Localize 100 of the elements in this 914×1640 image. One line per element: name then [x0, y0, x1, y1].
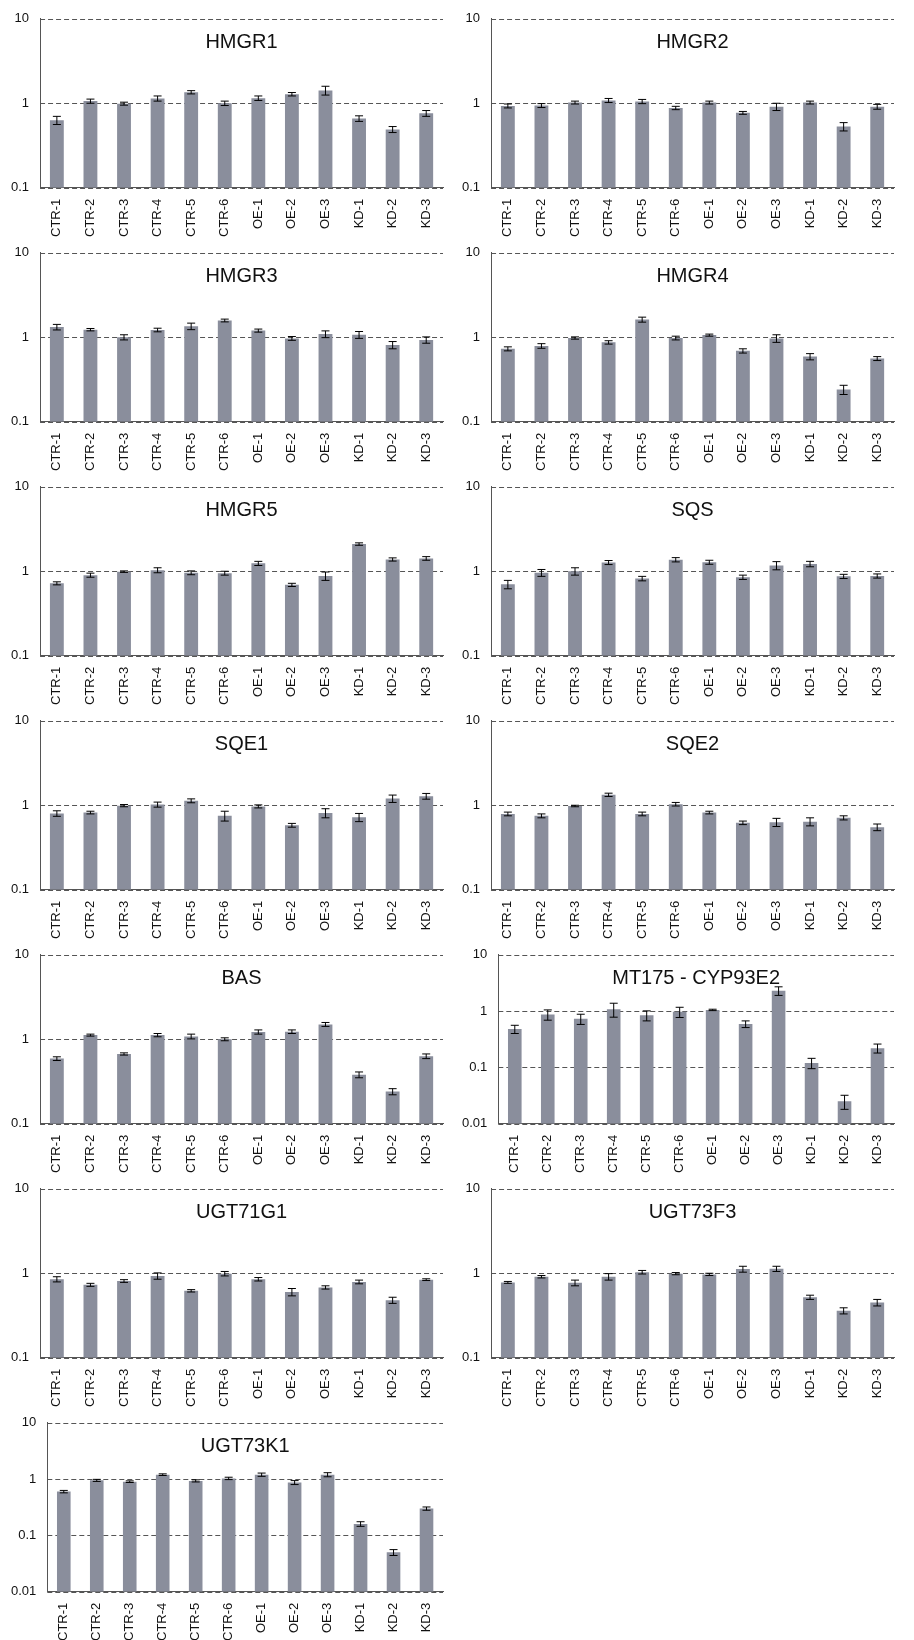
x-tick-label: CTR-5	[187, 1602, 203, 1640]
x-tick-label: OE-3	[317, 1134, 333, 1166]
text: HMGR4	[656, 264, 729, 287]
x-tick-label: CTR-3	[566, 1368, 582, 1407]
x-tick-label: KD-3	[868, 666, 884, 697]
x-tick-label: CTR-1	[499, 198, 515, 237]
x-tick-label: KD-1	[350, 1134, 366, 1165]
x-tick-label: CTR-5	[182, 198, 198, 237]
x-tick-label: OE-3	[317, 666, 333, 698]
text: HMGR5	[205, 498, 278, 521]
x-tick-label: CTR-3	[115, 1134, 131, 1173]
y-tick-label: 10	[465, 10, 481, 26]
y-tick-label: 0.1	[10, 1115, 30, 1131]
x-tick-label: CTR-4	[149, 1134, 165, 1173]
x-tick-label: CTR-4	[600, 900, 616, 939]
x-tick-label: KD-1	[350, 900, 366, 931]
x-tick-label: KD-2	[835, 198, 851, 229]
y-tick-label: 1	[21, 94, 30, 110]
x-tick-label: KD-2	[384, 900, 400, 931]
x-tick-label: CTR-2	[82, 432, 98, 471]
x-tick-label: KD-1	[350, 198, 366, 229]
x-tick-label: OE-1	[700, 666, 716, 698]
x-tick-label: KD-2	[836, 1134, 852, 1165]
x-tick-label: OE-2	[734, 900, 750, 932]
x-tick-label: CTR-5	[633, 432, 649, 471]
x-tick-label: CTR-3	[115, 666, 131, 705]
x-tick-label: CTR-6	[216, 432, 232, 471]
text: UGT73F3	[648, 1200, 737, 1223]
x-tick-label: OE-2	[283, 432, 299, 464]
x-tick-label: CTR-1	[55, 1602, 71, 1640]
x-tick-label: CTR-3	[115, 432, 131, 471]
x-tick-label: CTR-3	[572, 1134, 588, 1173]
y-tick-label: 10	[472, 946, 488, 962]
y-tick-label: 0.1	[461, 413, 481, 429]
x-tick-label: KD-1	[801, 1368, 817, 1399]
x-tick-label: KD-1	[801, 900, 817, 931]
x-tick-label: KD-1	[801, 666, 817, 697]
x-tick-label: KD-3	[418, 1602, 434, 1633]
x-tick-label: OE-2	[283, 1368, 299, 1400]
x-tick-label: OE-2	[286, 1602, 302, 1634]
y-tick-label: 0.1	[469, 1058, 488, 1074]
x-tick-label: CTR-2	[533, 666, 549, 705]
x-tick-label: KD-1	[801, 198, 817, 229]
x-tick-label: OE-2	[283, 900, 299, 932]
x-tick-label: CTR-2	[533, 900, 549, 939]
x-tick-label: CTR-6	[667, 666, 683, 705]
x-tick-label: OE-1	[704, 1134, 720, 1166]
x-tick-label: CTR-6	[216, 666, 232, 705]
x-tick-label: KD-3	[417, 900, 433, 931]
x-tick-label: KD-2	[835, 1368, 851, 1399]
y-tick-label: 0.1	[10, 881, 30, 897]
y-tick-label: 0.1	[461, 1349, 481, 1365]
text: HMGR3	[205, 264, 278, 287]
x-tick-label: KD-2	[385, 1602, 401, 1633]
x-tick-label: KD-1	[352, 1602, 368, 1633]
x-tick-label: CTR-5	[182, 1368, 198, 1407]
y-tick-label: 0.01	[10, 1583, 37, 1599]
x-tick-label: OE-1	[700, 900, 716, 932]
x-tick-label: KD-3	[417, 1134, 433, 1165]
text: UGT73K1	[200, 1434, 290, 1457]
x-tick-label: OE-1	[249, 432, 265, 464]
y-tick-label: 10	[14, 1180, 30, 1196]
x-tick-label: CTR-4	[149, 900, 165, 939]
x-tick-label: CTR-6	[216, 1134, 232, 1173]
x-tick-label: CTR-5	[182, 900, 198, 939]
y-tick-label: 1	[21, 796, 30, 812]
y-tick-label: 1	[472, 94, 481, 110]
x-tick-label: OE-1	[249, 198, 265, 230]
x-tick-label: CTR-1	[48, 198, 64, 237]
x-tick-label: OE-3	[768, 432, 784, 464]
x-tick-label: OE-3	[768, 198, 784, 230]
x-tick-label: CTR-3	[566, 432, 582, 471]
x-tick-label: OE-2	[734, 666, 750, 698]
x-tick-label: CTR-3	[566, 666, 582, 705]
y-tick-label: 0.1	[10, 413, 30, 429]
x-tick-label: CTR-6	[667, 1368, 683, 1407]
y-tick-label: 1	[472, 562, 481, 578]
x-tick-label: KD-2	[384, 1134, 400, 1165]
x-tick-label: OE-1	[249, 900, 265, 932]
text: SQS	[671, 498, 714, 521]
y-tick-label: 10	[465, 478, 481, 494]
x-tick-label: KD-3	[868, 900, 884, 931]
x-tick-label: CTR-6	[667, 900, 683, 939]
x-tick-label: OE-1	[249, 1368, 265, 1400]
x-tick-label: CTR-4	[149, 1368, 165, 1407]
y-tick-label: 10	[465, 244, 481, 260]
x-tick-label: CTR-6	[667, 432, 683, 471]
y-tick-label: 10	[14, 478, 30, 494]
x-tick-label: KD-2	[384, 666, 400, 697]
x-tick-label: KD-3	[868, 198, 884, 229]
x-tick-label: CTR-2	[533, 432, 549, 471]
y-tick-label: 0.1	[461, 647, 481, 663]
y-tick-label: 1	[21, 1030, 30, 1046]
y-tick-label: 10	[465, 1180, 481, 1196]
x-tick-label: CTR-2	[82, 1134, 98, 1173]
y-tick-label: 1	[472, 796, 481, 812]
x-tick-label: KD-3	[868, 1368, 884, 1399]
text: HMGR2	[656, 30, 729, 53]
x-tick-label: OE-3	[317, 432, 333, 464]
x-tick-label: KD-3	[417, 198, 433, 229]
